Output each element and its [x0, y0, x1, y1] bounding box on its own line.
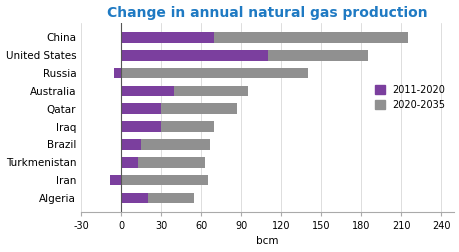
Bar	[121, 103, 236, 114]
Bar	[121, 121, 161, 132]
Bar	[121, 50, 267, 60]
Bar	[121, 193, 147, 203]
Bar	[121, 32, 214, 43]
Bar	[121, 86, 174, 96]
Bar	[121, 157, 205, 168]
Bar	[121, 103, 161, 114]
Bar	[121, 139, 141, 150]
X-axis label: bcm: bcm	[256, 236, 279, 246]
Bar	[121, 86, 247, 96]
Bar	[121, 121, 214, 132]
Bar	[121, 32, 407, 43]
Bar	[121, 50, 367, 60]
Bar	[121, 68, 307, 78]
Title: Change in annual natural gas production: Change in annual natural gas production	[107, 6, 427, 20]
Bar	[121, 157, 138, 168]
Legend: 2011-2020, 2020-2035: 2011-2020, 2020-2035	[370, 81, 448, 114]
Bar	[121, 175, 207, 185]
Bar	[121, 139, 210, 150]
Bar	[121, 193, 194, 203]
Bar	[110, 175, 121, 185]
Bar	[114, 68, 121, 78]
